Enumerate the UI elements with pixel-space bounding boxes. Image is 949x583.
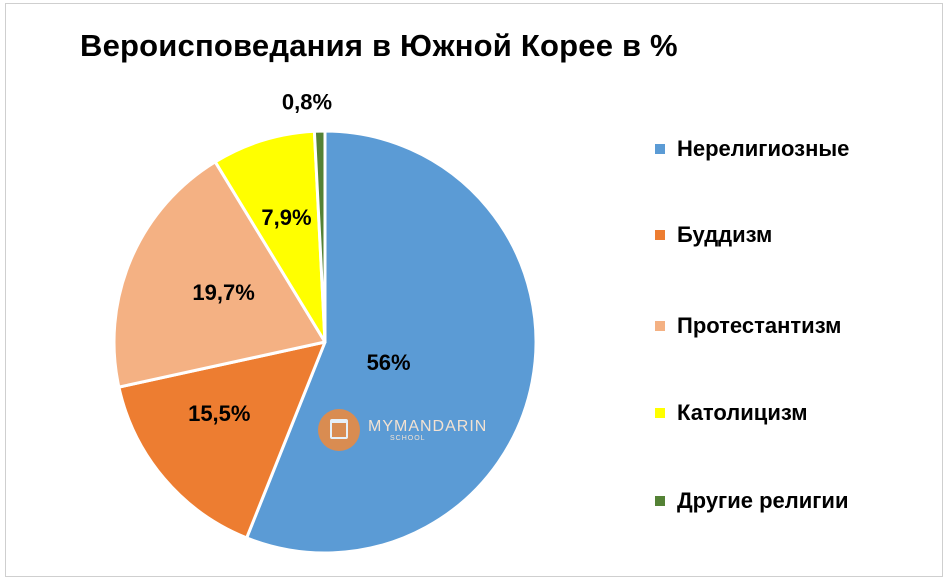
logo-name: MYMANDARIN (368, 417, 488, 435)
legend-item: Протестантизм (655, 313, 841, 339)
watermark-logo: MYMANDARIN SCHOOL (318, 409, 487, 451)
legend-swatch (655, 496, 665, 506)
data-label-5: 0,8% (282, 90, 332, 115)
data-label-4: 7,9% (261, 205, 311, 230)
legend-swatch (655, 321, 665, 331)
chart-title: Вероисповедания в Южной Корее в % (80, 28, 678, 63)
legend-item: Буддизм (655, 222, 772, 248)
legend-swatch (655, 230, 665, 240)
pie-slice-3 (112, 160, 327, 389)
legend-item: Другие религии (655, 488, 848, 514)
data-label-3: 19,7% (192, 280, 254, 305)
legend-label: Католицизм (677, 400, 808, 425)
chart-frame (5, 3, 943, 577)
logo-sub: SCHOOL (390, 434, 426, 442)
legend-item: Нерелигиозные (655, 136, 849, 162)
legend-label: Другие религии (677, 488, 849, 513)
pie-slice-5 (312, 129, 327, 344)
pagoda-icon (318, 409, 360, 451)
pie-slice-1 (245, 129, 538, 555)
pie-labels: 56% 15,5% 19,7% 7,9% 0,8% (188, 90, 411, 426)
legend-label: Нерелигиозные (677, 136, 850, 161)
data-label-2: 15,5% (188, 401, 250, 426)
pie-slice-4 (213, 129, 327, 344)
legend-swatch (655, 408, 665, 418)
legend-label: Протестантизм (677, 313, 842, 338)
legend-label: Буддизм (677, 222, 773, 247)
legend-item: Католицизм (655, 400, 808, 426)
data-label-1: 56% (367, 350, 411, 375)
pie-slice-2 (117, 340, 327, 540)
pie-slices (112, 129, 538, 555)
legend-swatch (655, 144, 665, 154)
